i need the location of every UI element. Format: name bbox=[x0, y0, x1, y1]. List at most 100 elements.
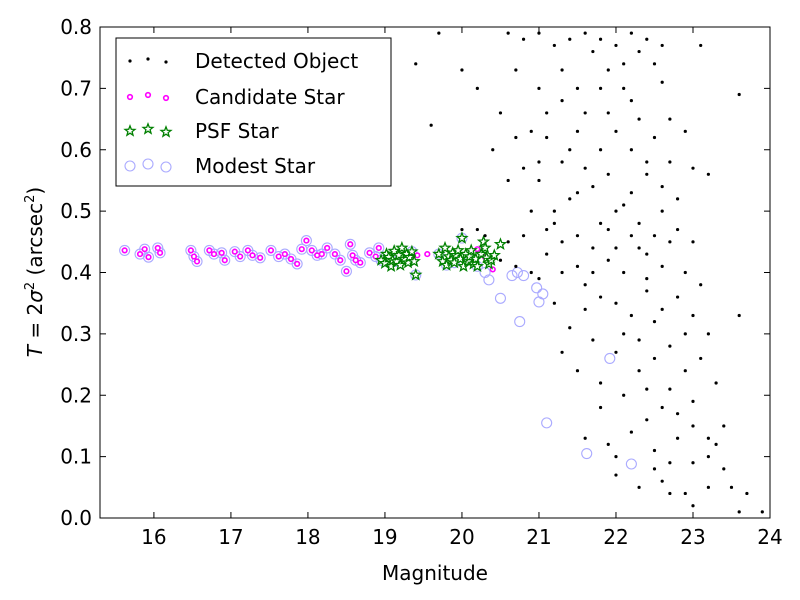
y-tick-label: 0.3 bbox=[60, 322, 92, 346]
modest-star-point bbox=[514, 316, 526, 328]
candidate-star-point bbox=[366, 249, 373, 256]
detected-object-point bbox=[637, 246, 641, 250]
detected-object-point bbox=[537, 178, 541, 183]
detected-object-point bbox=[637, 338, 641, 342]
detected-object-point bbox=[514, 68, 518, 72]
legend-label: Modest Star bbox=[195, 154, 316, 178]
detected-object-point bbox=[591, 338, 595, 342]
x-tick-label: 23 bbox=[680, 525, 705, 549]
y-axis: 0.0 0.1 0.2 0.3 0.4 0.5 0.6 0.7 0.8 bbox=[60, 15, 770, 530]
candidate-star-point bbox=[249, 252, 256, 259]
detected-object-point bbox=[699, 283, 703, 287]
detected-object-point bbox=[699, 356, 703, 361]
detected-object-point bbox=[560, 240, 564, 244]
psf-star-point bbox=[478, 240, 492, 254]
candidate-star-point bbox=[352, 257, 359, 264]
legend-label: PSF Star bbox=[195, 119, 279, 143]
detected-object-point bbox=[598, 221, 603, 225]
detected-object-point bbox=[760, 510, 764, 514]
modest-star-point bbox=[142, 251, 155, 263]
legend-entry-modest-star: Modest Star bbox=[124, 154, 316, 178]
detected-object-point bbox=[575, 369, 580, 373]
detected-object-point bbox=[606, 68, 610, 72]
detected-object-point bbox=[598, 37, 603, 41]
x-axis: 16 17 18 19 20 21 22 23 24 bbox=[141, 27, 783, 549]
candidate-star-point bbox=[187, 247, 194, 254]
legend-marker-dot bbox=[128, 57, 168, 64]
detected-object-point bbox=[683, 491, 687, 496]
detected-object-point bbox=[691, 166, 695, 170]
detected-object-point bbox=[652, 448, 657, 453]
detected-object-point bbox=[668, 344, 672, 348]
modest-star-point bbox=[254, 252, 266, 264]
detected-object-point bbox=[675, 295, 680, 299]
modest-star-point bbox=[234, 250, 246, 263]
detected-object-point bbox=[575, 234, 580, 238]
legend-label: Candidate Star bbox=[195, 85, 345, 109]
detected-object-point bbox=[583, 31, 587, 35]
detected-object-point bbox=[591, 49, 595, 54]
detected-object-point bbox=[437, 31, 441, 35]
detected-object-point bbox=[629, 430, 633, 434]
candidate-star-point bbox=[154, 244, 161, 252]
detected-object-point bbox=[560, 350, 564, 354]
psf-star-point bbox=[451, 243, 465, 257]
detected-object-point bbox=[668, 117, 672, 121]
candidate-star-point bbox=[337, 257, 344, 264]
detected-object-point bbox=[622, 62, 626, 66]
detected-object-point bbox=[506, 178, 510, 183]
detected-object-point bbox=[498, 111, 503, 115]
detected-object-point bbox=[545, 252, 549, 256]
modest-star-point bbox=[119, 244, 131, 256]
legend-open-circle-marker bbox=[142, 158, 154, 170]
modest-star-point bbox=[265, 244, 277, 256]
modest-star-point bbox=[604, 352, 616, 364]
detected-object-point bbox=[691, 424, 695, 428]
detected-object-point bbox=[568, 197, 572, 201]
detected-object-point bbox=[645, 387, 649, 391]
candidate-star-point bbox=[210, 250, 218, 258]
detected-object-point bbox=[506, 240, 510, 244]
detected-object-point bbox=[691, 313, 695, 318]
detected-object-point bbox=[560, 160, 564, 164]
detected-object-point bbox=[598, 405, 603, 410]
detected-object-point bbox=[514, 135, 518, 140]
psf-star-point bbox=[462, 249, 477, 263]
detected-object-point bbox=[683, 270, 687, 275]
detected-object-point bbox=[668, 160, 672, 164]
detected-object-point bbox=[606, 111, 610, 115]
detected-object-point bbox=[568, 148, 572, 152]
detected-object-point bbox=[637, 485, 641, 489]
modest-star-point bbox=[483, 274, 495, 286]
detected-object-point bbox=[614, 209, 618, 213]
detected-object-point bbox=[622, 332, 626, 336]
candidate-star-point bbox=[257, 254, 264, 261]
detected-object-point bbox=[645, 252, 649, 256]
detected-object-point bbox=[652, 135, 657, 140]
detected-object-point bbox=[529, 270, 533, 275]
detected-object-point bbox=[560, 99, 564, 103]
detected-object-point bbox=[483, 234, 487, 238]
legend-star-marker bbox=[123, 123, 137, 137]
candidate-star-point bbox=[156, 249, 164, 256]
detected-object-point bbox=[414, 62, 418, 66]
candidate-star-point bbox=[231, 248, 238, 255]
detected-object-point bbox=[614, 473, 618, 477]
detected-object-point bbox=[606, 258, 610, 262]
detected-object-point bbox=[575, 264, 580, 268]
y-tick-label: 0.6 bbox=[60, 138, 92, 162]
detected-object-point bbox=[529, 209, 533, 213]
detected-object-point bbox=[583, 307, 587, 311]
x-tick-label: 20 bbox=[449, 525, 474, 549]
detected-object-point bbox=[706, 485, 710, 489]
detected-object-point bbox=[606, 227, 610, 232]
legend-box bbox=[115, 37, 392, 187]
psf-star-point bbox=[455, 231, 469, 244]
detected-object-point bbox=[706, 455, 710, 459]
modest-star-point bbox=[518, 270, 530, 282]
detected-object-point bbox=[660, 479, 664, 483]
detected-object-point bbox=[598, 86, 603, 90]
x-tick-label: 17 bbox=[218, 525, 243, 549]
detected-object-point bbox=[652, 467, 657, 471]
detected-object-point bbox=[537, 160, 541, 164]
